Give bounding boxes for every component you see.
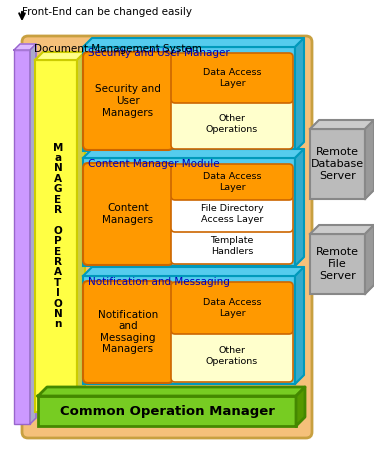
Polygon shape	[295, 38, 304, 151]
Polygon shape	[365, 120, 374, 199]
Polygon shape	[83, 38, 304, 47]
Bar	[83, 158, 295, 266]
FancyBboxPatch shape	[22, 36, 312, 438]
FancyBboxPatch shape	[83, 281, 173, 383]
FancyBboxPatch shape	[83, 52, 173, 150]
Polygon shape	[295, 267, 304, 384]
Text: Content Manager Module: Content Manager Module	[88, 159, 220, 169]
Bar	[310, 129, 365, 199]
Bar	[310, 234, 365, 294]
Text: Data Access
Layer: Data Access Layer	[203, 298, 261, 318]
Bar	[35, 60, 77, 412]
Text: Remote
Database
Server: Remote Database Server	[311, 148, 364, 181]
FancyBboxPatch shape	[171, 196, 293, 232]
Text: Security and
User
Managers: Security and User Managers	[95, 84, 161, 118]
Text: Security and User Manager: Security and User Manager	[88, 48, 230, 58]
Bar	[83, 276, 295, 384]
FancyBboxPatch shape	[171, 282, 293, 334]
Text: Other
Operations: Other Operations	[206, 114, 258, 133]
Text: Front-End can be changed easily: Front-End can be changed easily	[22, 7, 192, 17]
Text: Document Management System: Document Management System	[34, 44, 202, 54]
Text: Remote
File
Server: Remote File Server	[316, 247, 359, 281]
Polygon shape	[310, 225, 374, 234]
Text: Notification and Messaging: Notification and Messaging	[88, 277, 230, 287]
Text: Data Access
Layer: Data Access Layer	[203, 173, 261, 192]
Text: Template
Handlers: Template Handlers	[210, 236, 254, 256]
Text: File Directory
Access Layer: File Directory Access Layer	[201, 204, 263, 224]
Text: Notification
and
Messaging
Managers: Notification and Messaging Managers	[98, 310, 158, 355]
Polygon shape	[14, 44, 36, 50]
Polygon shape	[83, 149, 304, 158]
Bar	[14, 50, 30, 424]
Text: Common Operation Manager: Common Operation Manager	[59, 405, 275, 418]
Bar	[38, 396, 296, 426]
Polygon shape	[38, 387, 305, 396]
FancyBboxPatch shape	[83, 163, 173, 265]
FancyBboxPatch shape	[171, 99, 293, 149]
Polygon shape	[310, 120, 374, 129]
Polygon shape	[30, 44, 36, 424]
Polygon shape	[83, 267, 304, 276]
Polygon shape	[35, 52, 85, 60]
FancyBboxPatch shape	[171, 53, 293, 103]
Polygon shape	[77, 52, 85, 412]
Text: Content
Managers: Content Managers	[102, 203, 154, 225]
Text: Data Access
Layer: Data Access Layer	[203, 68, 261, 88]
FancyBboxPatch shape	[171, 228, 293, 264]
Text: M
a
N
A
G
E
R
 
O
P
E
R
A
T
I
O
N
n: M a N A G E R O P E R A T I O N n	[53, 143, 63, 330]
Text: Other
Operations: Other Operations	[206, 346, 258, 366]
Polygon shape	[295, 149, 304, 266]
Polygon shape	[365, 225, 374, 294]
Polygon shape	[296, 387, 305, 426]
FancyBboxPatch shape	[171, 330, 293, 382]
FancyBboxPatch shape	[171, 164, 293, 200]
Bar	[83, 47, 295, 151]
